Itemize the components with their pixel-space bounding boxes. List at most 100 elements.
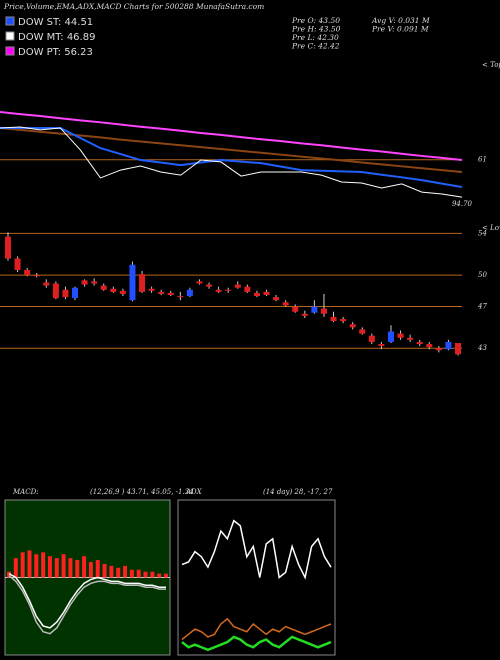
candle-body [292, 306, 299, 312]
histogram-bar [68, 558, 73, 578]
legend-swatch [5, 31, 15, 41]
info-label: Pre H: 43.50 [291, 25, 341, 34]
candle-body [110, 288, 117, 292]
candle-body [139, 274, 146, 292]
info-label: Pre L: 42.30 [291, 33, 339, 42]
corner-label: < Topa [482, 61, 500, 69]
histogram-bar [164, 573, 168, 578]
candle-body [100, 285, 107, 290]
candle-body [426, 344, 433, 348]
candle-body [72, 287, 79, 299]
candle-body [43, 282, 50, 286]
candle-body [91, 281, 98, 284]
histogram-bar [116, 567, 121, 578]
candle-body [359, 329, 366, 334]
y-tick-label: 61 [478, 156, 487, 164]
y-tick-label: 54 [478, 229, 487, 237]
series-line [8, 572, 166, 629]
panel-bg [177, 499, 336, 656]
histogram-bar [88, 562, 93, 578]
legend-label: DOW ST: 44.51 [18, 17, 93, 28]
panel-title: MACD: [12, 488, 39, 496]
info-label: Pre C: 42.42 [291, 42, 340, 51]
candle-body [282, 302, 289, 306]
candle-body [215, 289, 222, 292]
candle-body [206, 284, 213, 287]
info-label: Pre O: 43.50 [291, 16, 340, 25]
candle-body [129, 264, 136, 301]
candle-body [196, 281, 203, 284]
candle-body [340, 319, 347, 322]
candle-body [225, 289, 232, 291]
candle-body [52, 283, 59, 299]
corner-label: < Lowes [482, 224, 500, 232]
histogram-bar [95, 560, 100, 578]
histogram-bar [34, 554, 39, 578]
histogram-bar [157, 573, 162, 578]
candle-body [186, 289, 193, 297]
candle-body [263, 291, 270, 295]
histogram-bar [13, 558, 18, 578]
series-line [181, 519, 332, 580]
histogram-bar [20, 552, 25, 578]
histogram-bar [123, 565, 128, 578]
histogram-bar [82, 556, 87, 578]
candle-body [5, 236, 11, 259]
series-line [181, 635, 332, 652]
candle-body [253, 292, 260, 297]
histogram-bar [27, 550, 32, 578]
y-tick-label: 47 [477, 302, 487, 310]
series-line [0, 126, 463, 173]
series-line [0, 126, 463, 198]
candle-body [387, 331, 394, 342]
histogram-bar [150, 571, 155, 578]
histogram-bar [143, 571, 148, 578]
y-tick-label: 50 [478, 271, 487, 279]
candle-body [158, 291, 165, 294]
candle-body [81, 280, 88, 285]
histogram-bar [47, 556, 52, 578]
candle-body [330, 316, 337, 322]
candle-body [273, 297, 280, 301]
histogram-bar [54, 558, 59, 578]
page-title: Price,Volume,EMA,ADX,MACD Charts for 500… [3, 2, 264, 11]
annotation: 94.70 [452, 200, 473, 208]
candle-body [62, 289, 69, 298]
legend-swatch [5, 16, 15, 26]
histogram-bar [109, 565, 114, 578]
candle-body [320, 308, 327, 314]
candle-body [148, 288, 155, 291]
legend-label: DOW PT: 56.23 [18, 47, 93, 58]
histogram-bar [7, 571, 11, 578]
series-line [181, 617, 332, 641]
candle-body [24, 269, 31, 276]
histogram-bar [75, 560, 80, 578]
candle-body [455, 343, 461, 355]
info-label: Avg V: 0.031 M [371, 16, 430, 25]
candle-body [445, 341, 452, 350]
candle-body [244, 286, 251, 292]
candle-body [167, 292, 174, 295]
candle-body [119, 290, 126, 294]
candle-body [33, 275, 40, 277]
candle-body [378, 344, 385, 347]
candle-body [234, 284, 241, 288]
candle-body [311, 306, 318, 313]
histogram-bar [102, 563, 107, 578]
y-tick-label: 43 [477, 344, 487, 352]
candle-body [397, 333, 404, 338]
histogram-bar [61, 554, 66, 578]
candle-body [301, 313, 308, 316]
panel-title: ADX [185, 488, 203, 496]
candle-body [177, 296, 184, 298]
histogram-bar [41, 552, 46, 578]
info-label: Pre V: 0.091 M [371, 25, 429, 34]
candle-body [349, 324, 356, 328]
series-line [0, 110, 463, 162]
candle-body [407, 337, 414, 340]
series-line [0, 126, 463, 189]
candle-body [416, 341, 423, 345]
histogram-bar [129, 569, 134, 578]
panel-subtitle: (14 day) 28, -17, 27 [263, 488, 333, 496]
